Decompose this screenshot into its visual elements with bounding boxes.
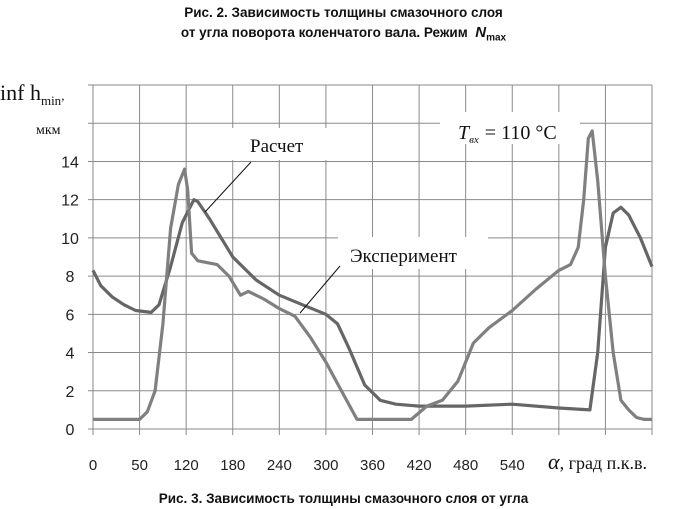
y-tick-label: 12 xyxy=(61,193,79,210)
figure-2-caption-line2: от угла поворота коленчатого вала. Режим… xyxy=(0,24,687,44)
x-tick-label: 180 xyxy=(220,457,245,474)
y-label-sub: min xyxy=(41,93,62,108)
y-label-main: inf h xyxy=(0,80,41,105)
temp-value: = 110 °C xyxy=(485,122,557,144)
figure-2-caption-line1: Рис. 2. Зависимость толщины смазочного с… xyxy=(184,5,503,20)
y-tick-labels: 0 2 4 6 8 10 12 14 xyxy=(61,154,79,439)
temperature-annotation: Tвх = 110 °C xyxy=(458,122,557,146)
label-box-temperature xyxy=(440,112,580,144)
y-tick-label: 8 xyxy=(66,269,75,286)
mode-symbol: N xyxy=(475,24,487,41)
y-tick-label: 6 xyxy=(66,307,75,324)
series-label-experiment: Эксперимент xyxy=(350,246,458,267)
series-label-raschet: Расчет xyxy=(250,136,304,157)
temp-subscript: вх xyxy=(469,134,479,146)
x-label-text: , град п.к.в. xyxy=(560,453,647,473)
series-line-experiment xyxy=(93,129,652,421)
x-tick-label: 50 xyxy=(131,457,148,474)
temp-symbol: T xyxy=(458,122,471,144)
x-axis-label: α, град п.к.в. xyxy=(548,449,647,474)
x-tick-label: 0 xyxy=(89,457,97,474)
series-lines xyxy=(91,129,654,421)
label-box-experiment xyxy=(338,237,488,269)
y-axis-label: inf hmin, xyxy=(0,80,64,108)
x-label-symbol: α xyxy=(548,449,560,474)
y-tick-label: 4 xyxy=(66,346,75,363)
x-tick-label: 480 xyxy=(453,457,478,474)
figure-3-caption: Рис. 3. Зависимость толщины смазочного с… xyxy=(158,491,529,506)
x-tick-label: 300 xyxy=(313,457,338,474)
y-tick-label: 10 xyxy=(61,231,79,248)
y-axis-unit: мкм xyxy=(36,123,61,138)
y-tick-label: 2 xyxy=(66,384,75,401)
x-tick-labels: 0 50 120 180 240 300 360 420 480 540 xyxy=(89,457,525,474)
caption-text: от угла поворота коленчатого вала. Режим xyxy=(180,25,468,40)
x-tick-label: 240 xyxy=(267,457,292,474)
x-tick-label: 540 xyxy=(500,457,525,474)
y-tick-label: 0 xyxy=(66,422,75,439)
leader-line-raschet xyxy=(204,161,252,213)
series-line-raschet xyxy=(91,198,654,412)
label-box-raschet xyxy=(228,128,328,160)
leader-line-experiment xyxy=(299,265,341,314)
x-tick-label: 120 xyxy=(174,457,199,474)
x-tick-label: 360 xyxy=(360,457,385,474)
mode-subscript: max xyxy=(486,32,507,44)
x-tick-label: 420 xyxy=(407,457,432,474)
y-tick-label: 14 xyxy=(61,154,79,171)
